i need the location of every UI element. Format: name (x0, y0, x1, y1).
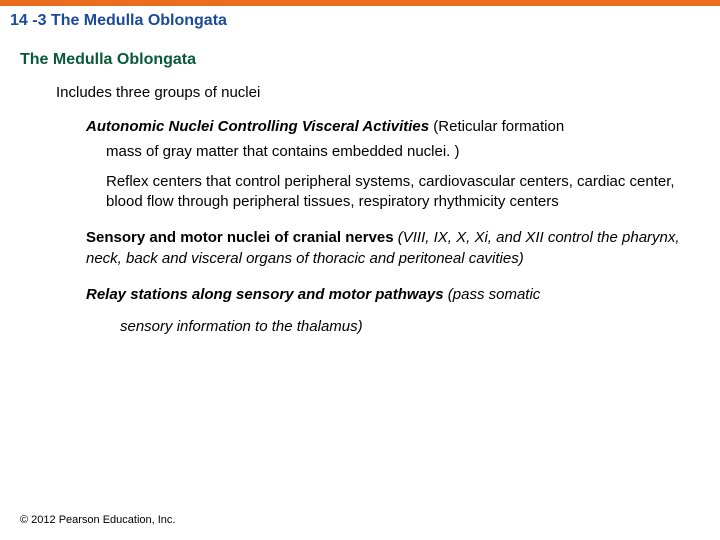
slide-subheader: The Medulla Oblongata (0, 39, 720, 69)
group3-line2: sensory information to the thalamus) (86, 317, 692, 337)
group2-title: Sensory and motor nuclei of cranial nerv… (86, 229, 398, 246)
subheader-title: The Medulla Oblongata (20, 51, 196, 68)
group-2: Sensory and motor nuclei of cranial nerv… (56, 228, 692, 269)
copyright: © 2012 Pearson Education, Inc. (20, 514, 175, 526)
group-3: Relay stations along sensory and motor p… (56, 285, 692, 338)
slide-content: Includes three groups of nuclei Autonomi… (0, 69, 720, 337)
header-title: 14 -3 The Medulla Oblongata (10, 12, 227, 29)
group1-line2: mass of gray matter that contains embedd… (86, 142, 692, 162)
group-1: Autonomic Nuclei Controlling Visceral Ac… (56, 117, 692, 212)
slide-header: 14 -3 The Medulla Oblongata (0, 6, 720, 39)
group1-paren: (Reticular formation (429, 118, 564, 135)
group3-paren: (pass somatic (448, 286, 541, 303)
intro-text: Includes three groups of nuclei (56, 83, 692, 103)
group1-line3: Reflex centers that control peripheral s… (86, 172, 692, 213)
group1-title: Autonomic Nuclei Controlling Visceral Ac… (86, 118, 429, 135)
group3-title: Relay stations along sensory and motor p… (86, 286, 448, 303)
